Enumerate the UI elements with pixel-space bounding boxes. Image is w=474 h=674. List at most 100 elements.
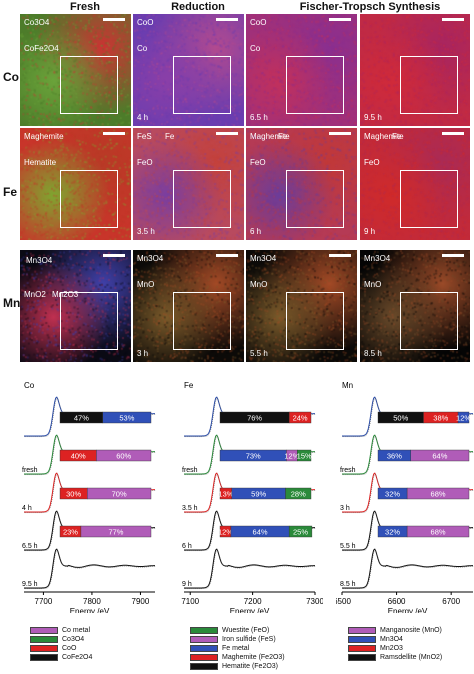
micrograph-co-0: 5 µm Co3O4 CoFe2O4 (20, 14, 131, 126)
composition-label: 24% (293, 414, 308, 423)
micrograph-texture (246, 128, 357, 240)
phase-label: Fe (278, 132, 288, 141)
composition-label: 77% (108, 528, 123, 537)
micrograph-texture (360, 128, 470, 240)
trace-label: fresh (22, 467, 38, 474)
legend-swatch (348, 654, 376, 661)
trace-label: 9 h (182, 581, 192, 588)
x-tick-label: 7700 (35, 597, 53, 606)
composition-segment (406, 487, 470, 500)
element-label: Fe (184, 381, 194, 390)
composition-label: 32% (385, 528, 400, 537)
legend-swatch (190, 627, 218, 634)
phase-label: FeO (250, 158, 266, 167)
trace-label: 6 h (182, 543, 192, 550)
phase-label: MnO (250, 280, 268, 289)
xanes-trace (24, 548, 155, 589)
legend-item: Iron sulfide (FeS) (190, 635, 285, 644)
composition-label: 32% (385, 490, 400, 499)
legend-label: Hematite (Fe2O3) (222, 663, 279, 670)
row-label-co: Co (3, 70, 19, 84)
phase-label: CoO (137, 18, 154, 27)
trace-label: 4 h (22, 505, 32, 512)
micrograph-texture (246, 14, 357, 126)
phase-label: CoO (250, 18, 267, 27)
phase-label: Mn3O4 (26, 256, 53, 265)
phase-label: FeO (137, 158, 153, 167)
header-fresh: Fresh (70, 1, 100, 13)
x-tick-label: 7800 (83, 597, 101, 606)
header-reduction: Reduction (171, 1, 225, 13)
composition-segment (457, 411, 470, 424)
legend-label: Iron sulfide (FeS) (222, 636, 276, 643)
micrograph-mn-0: 5 µm Mn3O4 MnO2 Mn2O3 (20, 250, 131, 362)
legend-co: Co metal Co3O4 CoO CoFe2O4 (30, 626, 92, 662)
fit-trace (24, 549, 156, 590)
legend-item: Fe metal (190, 644, 285, 653)
micrograph-co-2: 5 µm CoO Co 6.5 h (246, 14, 357, 126)
legend-swatch (30, 636, 58, 643)
composition-label: 73% (246, 452, 261, 461)
inset-box (400, 292, 458, 350)
phase-label: Maghemite (364, 132, 404, 141)
legend-item: Manganosite (MnO) (348, 626, 442, 635)
composition-label: 15% (297, 452, 312, 461)
legend-label: Ramsdellite (MnO2) (380, 654, 443, 661)
composition-segment (285, 487, 312, 500)
composition-label: 12% (218, 528, 233, 537)
trace-label: 6.5 h (22, 543, 38, 550)
element-label: Mn (342, 381, 353, 390)
composition-label: 47% (74, 414, 89, 423)
phase-label: Co3O4 (24, 18, 50, 27)
x-tick-label: 7200 (244, 597, 262, 606)
x-axis-label: Energy /eV (230, 607, 270, 613)
inset-box (60, 56, 118, 114)
trace-label: 5.5 h (340, 543, 356, 550)
composition-label: 25% (293, 528, 308, 537)
micrograph-fe-0: 5 µm Maghemite Hematite (20, 128, 131, 240)
composition-label: 12% (456, 414, 471, 423)
inset-box (60, 292, 118, 350)
composition-label: 36% (387, 452, 402, 461)
inset-box (60, 170, 118, 228)
x-tick-label: 7100 (181, 597, 199, 606)
composition-label: 68% (431, 528, 446, 537)
legend-item: Wuestite (FeO) (190, 626, 285, 635)
legend-swatch (190, 654, 218, 661)
time-label: 4 h (137, 113, 149, 122)
phase-label: FeS (137, 132, 152, 141)
time-label: 9.5 h (364, 113, 382, 122)
time-label: 6 h (250, 227, 262, 236)
time-label: 6.5 h (250, 113, 268, 122)
legend-swatch (348, 645, 376, 652)
micrograph-mn-2: 5 µm Mn3O4 MnO 5.5 h (246, 250, 357, 362)
composition-label: 50% (393, 414, 408, 423)
micrograph-co-3: 5 µm 9.5 h (360, 14, 470, 126)
phase-label: Fe (392, 132, 402, 141)
composition-label: 64% (432, 452, 447, 461)
composition-label: 64% (253, 528, 268, 537)
composition-label: 60% (116, 452, 131, 461)
micrograph-texture (133, 128, 244, 240)
trace-label: 9.5 h (22, 581, 38, 588)
scale-bar: 5 µm (329, 254, 351, 257)
legend-label: Fe metal (222, 645, 250, 652)
composition-segment (297, 449, 312, 462)
scale-bar: 5 µm (103, 254, 125, 257)
phase-label: Maghemite (250, 132, 290, 141)
inset-box (400, 56, 458, 114)
composition-label: 28% (291, 490, 306, 499)
legend-swatch (348, 636, 376, 643)
legend-item: CoFe2O4 (30, 653, 92, 662)
micrograph-texture (20, 250, 131, 362)
composition-label: 68% (431, 490, 446, 499)
row-label-fe: Fe (3, 185, 18, 199)
micrograph-fe-3: 5 µm Maghemite FeO Fe 9 h (360, 128, 470, 240)
legend-label: Manganosite (MnO) (380, 627, 442, 634)
composition-label: 59% (251, 490, 266, 499)
trace-label: fresh (340, 467, 356, 474)
composition-segment (406, 525, 470, 538)
scale-bar: 5 µm (216, 132, 238, 135)
legend-fe: Wuestite (FeO) Iron sulfide (FeS) Fe metal… (190, 626, 285, 671)
time-label: 3.5 h (137, 227, 155, 236)
